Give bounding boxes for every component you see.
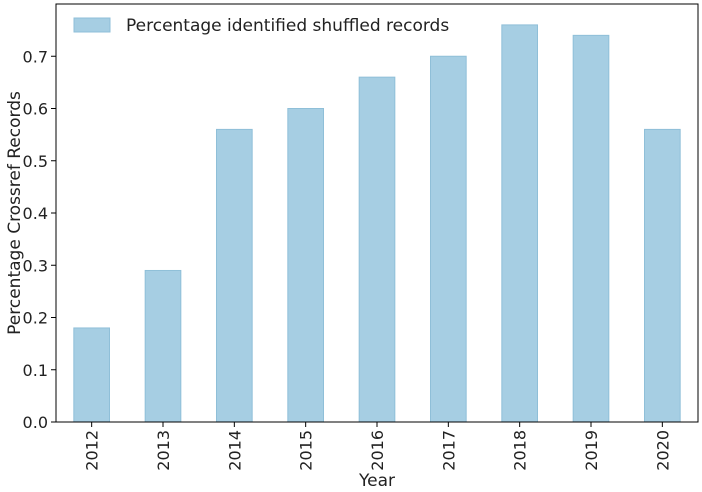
bar-2015 [287,108,325,423]
x-tick-label: 2018 [511,430,530,471]
x-axis: 2012 2013 2014 2015 2016 2017 2018 2019 2020 [83,422,672,471]
y-tick-label: 0.7 [23,47,48,66]
bar-2017 [430,55,467,423]
y-tick-label: 0.2 [23,309,48,328]
y-tick-label: 0.1 [23,361,48,380]
y-tick-label: 0.0 [23,413,48,432]
legend-swatch [73,17,111,33]
bar-2018 [501,24,539,423]
x-tick-label: 2016 [368,430,387,471]
x-tick-label: 2017 [439,430,458,471]
bar-2020 [644,128,681,423]
x-tick-label: 2020 [653,430,672,471]
x-tick-label: 2019 [582,430,601,471]
y-tick-label: 0.5 [23,152,48,171]
y-axis: 0.0 0.1 0.2 0.3 0.4 0.5 0.6 0.7 [23,47,56,432]
x-tick-label: 2013 [154,430,173,471]
bar-2012 [73,327,111,423]
bar-2019 [572,34,610,423]
x-tick-label: 2014 [225,430,244,471]
bar-2013 [144,269,182,423]
y-tick-label: 0.6 [23,100,48,119]
legend-label: Percentage identified shuffled records [126,16,449,36]
legend: Percentage identified shuffled records [73,16,449,36]
y-axis-title: Percentage Crossref Records [5,91,25,335]
y-tick-label: 0.4 [23,204,48,223]
y-tick-label: 0.3 [23,256,48,275]
x-tick-label: 2015 [297,430,316,471]
x-axis-title: Year [358,471,395,491]
bar-2014 [216,128,253,423]
x-tick-label: 2012 [83,430,102,471]
bar-2016 [358,76,396,423]
bars [73,24,681,423]
